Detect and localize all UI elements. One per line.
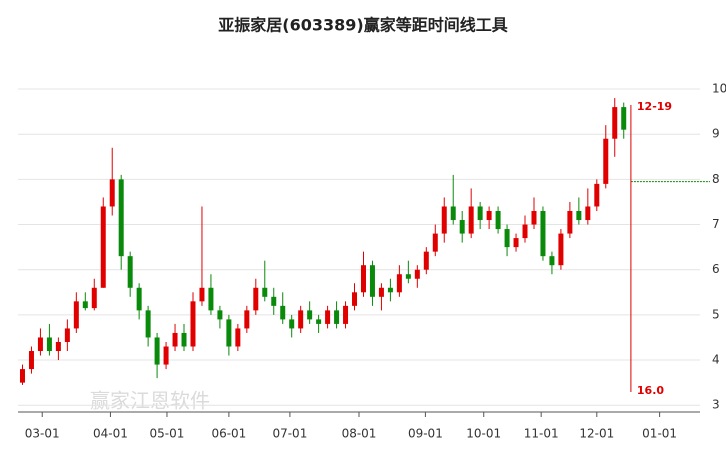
candle-body: [226, 319, 232, 347]
candle-body: [109, 179, 115, 207]
candle-body: [540, 210, 546, 257]
candle-body: [387, 287, 393, 293]
x-tick-label: 04-01: [93, 427, 128, 441]
candle-body: [369, 265, 375, 297]
candle-body: [154, 337, 160, 365]
candle-body: [127, 256, 133, 288]
candle-body: [414, 269, 420, 279]
y-tick-label: 7: [712, 217, 720, 231]
candle-body: [244, 310, 250, 329]
candle-body: [594, 183, 600, 207]
candle-body: [37, 337, 43, 352]
candle-body: [262, 287, 268, 297]
candle-body: [405, 274, 411, 279]
candle-body: [477, 206, 483, 221]
chart-title: 亚振家居(603389)赢家等距时间线工具: [218, 16, 507, 35]
candle-body: [64, 328, 70, 342]
candle-body: [325, 310, 331, 324]
candle-body: [567, 210, 573, 234]
marker-label: 12-19: [637, 100, 672, 113]
candle-body: [423, 251, 429, 270]
candle-body: [73, 301, 79, 329]
candle-body: [576, 210, 582, 221]
x-tick-label: 01-01: [642, 427, 677, 441]
candle-body: [360, 265, 366, 293]
x-tick-label: 03-01: [25, 427, 60, 441]
candle-body: [19, 369, 25, 383]
y-tick-label: 10: [712, 82, 726, 96]
candle-body: [334, 310, 340, 324]
candle-body: [235, 328, 241, 347]
candle-body: [163, 346, 169, 365]
y-tick-label: 9: [712, 127, 720, 141]
candle-body: [352, 292, 358, 306]
candle-body: [118, 179, 124, 257]
x-tick-label: 11-01: [524, 427, 559, 441]
candle-body: [298, 310, 304, 329]
y-tick-label: 6: [712, 262, 720, 276]
x-tick-label: 10-01: [466, 427, 501, 441]
candle-body: [136, 287, 142, 311]
y-tick-label: 5: [712, 307, 720, 321]
x-tick-label: 05-01: [150, 427, 185, 441]
x-tick-label: 09-01: [408, 427, 443, 441]
candle-body: [486, 210, 492, 221]
candle-body: [190, 301, 196, 347]
candle-body: [316, 319, 322, 324]
x-tick-label: 06-01: [211, 427, 246, 441]
candle-body: [558, 233, 564, 266]
candle-body: [621, 107, 627, 130]
candle-body: [522, 224, 528, 239]
candle-body: [549, 256, 555, 266]
candle-body: [28, 351, 34, 370]
candle-body: [531, 210, 537, 225]
candle-body: [495, 210, 501, 230]
y-tick-label: 3: [712, 398, 720, 412]
candle-body: [145, 310, 151, 338]
candle-body: [378, 287, 384, 297]
candle-body: [504, 229, 510, 248]
candle-body: [208, 287, 214, 311]
candle-body: [459, 220, 465, 234]
candle-body: [612, 107, 618, 139]
candle-body: [396, 274, 402, 293]
candle-body: [307, 310, 313, 320]
candle-body: [585, 206, 591, 221]
candle-body: [100, 206, 106, 288]
candle-body: [289, 319, 295, 329]
candle-body: [432, 233, 438, 252]
candle-body: [82, 301, 88, 309]
candle-body: [91, 287, 97, 309]
candle-body: [181, 332, 187, 347]
candle-body: [217, 310, 223, 320]
y-tick-label: 8: [712, 172, 720, 186]
y-tick-label: 4: [712, 353, 720, 367]
watermark: 赢家江恩软件: [90, 389, 210, 413]
x-tick-label: 08-01: [342, 427, 377, 441]
candle-body: [55, 341, 61, 352]
candle-body: [172, 332, 178, 347]
candle-body: [253, 287, 259, 311]
candle-body: [271, 296, 277, 306]
candle-body: [450, 206, 456, 221]
candle-body: [280, 305, 286, 320]
candle-body: [343, 305, 349, 324]
candle-body: [468, 206, 474, 234]
marker-count: 16.0: [637, 384, 664, 397]
candle-body: [199, 287, 205, 302]
candle-body: [513, 238, 519, 248]
candle-body: [46, 337, 52, 352]
x-tick-label: 07-01: [272, 427, 307, 441]
candle-body: [441, 206, 447, 234]
x-tick-label: 12-01: [579, 427, 614, 441]
candle-body: [603, 138, 609, 184]
